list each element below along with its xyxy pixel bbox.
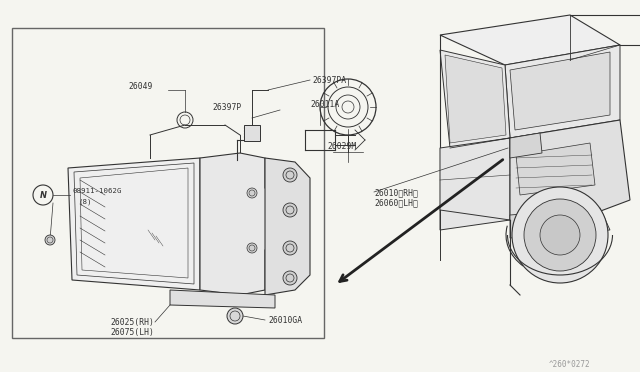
Circle shape xyxy=(45,235,55,245)
Bar xyxy=(244,125,260,141)
Text: 26049: 26049 xyxy=(128,82,152,91)
Text: 26029M: 26029M xyxy=(327,142,356,151)
Polygon shape xyxy=(265,158,310,295)
Circle shape xyxy=(283,168,297,182)
Text: 26010〈RH〉: 26010〈RH〉 xyxy=(374,188,418,197)
Polygon shape xyxy=(68,158,200,290)
Text: 26397PA: 26397PA xyxy=(312,76,346,85)
Text: (8): (8) xyxy=(78,198,92,205)
Polygon shape xyxy=(440,15,620,65)
Circle shape xyxy=(283,241,297,255)
Text: 26010GA: 26010GA xyxy=(268,316,302,325)
Text: 26011A: 26011A xyxy=(310,100,339,109)
Polygon shape xyxy=(440,50,510,148)
Bar xyxy=(12,28,324,338)
Circle shape xyxy=(524,199,596,271)
Circle shape xyxy=(540,215,580,255)
Circle shape xyxy=(283,203,297,217)
Text: 08911-1062G: 08911-1062G xyxy=(72,188,122,194)
Polygon shape xyxy=(510,120,630,220)
Text: ^260*0272: ^260*0272 xyxy=(549,360,591,369)
Polygon shape xyxy=(440,138,510,230)
Polygon shape xyxy=(445,55,506,143)
Circle shape xyxy=(247,188,257,198)
Polygon shape xyxy=(510,52,610,130)
Text: 26397P: 26397P xyxy=(212,103,241,112)
Text: N: N xyxy=(40,190,47,199)
Polygon shape xyxy=(510,208,610,238)
Polygon shape xyxy=(200,153,278,295)
Polygon shape xyxy=(170,290,275,308)
Polygon shape xyxy=(505,45,620,138)
Circle shape xyxy=(247,243,257,253)
Polygon shape xyxy=(510,133,542,158)
Polygon shape xyxy=(516,143,595,195)
Circle shape xyxy=(283,271,297,285)
Text: 26075(LH): 26075(LH) xyxy=(110,328,154,337)
Circle shape xyxy=(512,187,608,283)
Text: 26025(RH): 26025(RH) xyxy=(110,318,154,327)
Text: 26060〈LH〉: 26060〈LH〉 xyxy=(374,198,418,207)
Circle shape xyxy=(227,308,243,324)
